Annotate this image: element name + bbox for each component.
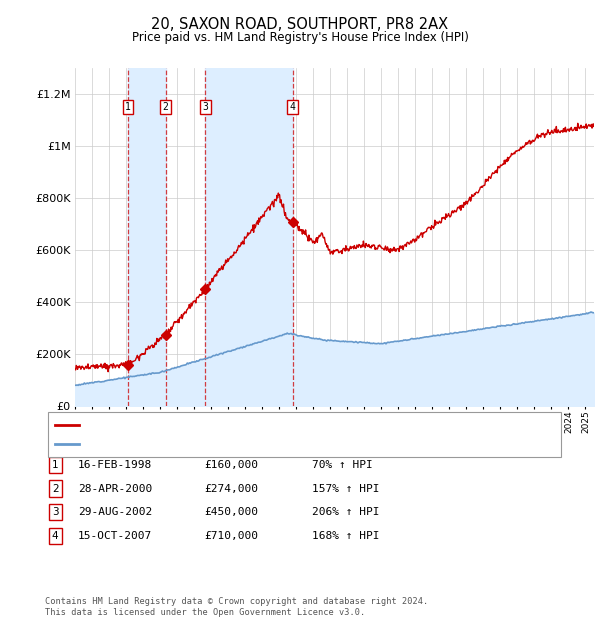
Text: £160,000: £160,000 bbox=[204, 460, 258, 470]
Text: 2: 2 bbox=[163, 102, 169, 112]
Text: £710,000: £710,000 bbox=[204, 531, 258, 541]
Bar bbox=[205, 68, 293, 406]
Text: 4: 4 bbox=[290, 102, 296, 112]
Text: 20, SAXON ROAD, SOUTHPORT, PR8 2AX (detached house): 20, SAXON ROAD, SOUTHPORT, PR8 2AX (deta… bbox=[83, 420, 401, 430]
Text: 1: 1 bbox=[125, 102, 131, 112]
Text: 3: 3 bbox=[52, 507, 59, 517]
Text: Price paid vs. HM Land Registry's House Price Index (HPI): Price paid vs. HM Land Registry's House … bbox=[131, 31, 469, 44]
Text: £450,000: £450,000 bbox=[204, 507, 258, 517]
Text: Contains HM Land Registry data © Crown copyright and database right 2024.
This d: Contains HM Land Registry data © Crown c… bbox=[45, 598, 428, 617]
Text: 1: 1 bbox=[52, 460, 59, 470]
Text: 3: 3 bbox=[202, 102, 208, 112]
Text: 157% ↑ HPI: 157% ↑ HPI bbox=[312, 484, 380, 494]
Text: 4: 4 bbox=[52, 531, 59, 541]
Text: 168% ↑ HPI: 168% ↑ HPI bbox=[312, 531, 380, 541]
Bar bbox=[128, 68, 166, 406]
Text: HPI: Average price, detached house, Sefton: HPI: Average price, detached house, Seft… bbox=[83, 440, 346, 450]
Text: 2: 2 bbox=[52, 484, 59, 494]
Text: 29-AUG-2002: 29-AUG-2002 bbox=[78, 507, 152, 517]
Text: 206% ↑ HPI: 206% ↑ HPI bbox=[312, 507, 380, 517]
Text: 28-APR-2000: 28-APR-2000 bbox=[78, 484, 152, 494]
Text: £274,000: £274,000 bbox=[204, 484, 258, 494]
Text: 70% ↑ HPI: 70% ↑ HPI bbox=[312, 460, 373, 470]
Text: 15-OCT-2007: 15-OCT-2007 bbox=[78, 531, 152, 541]
Text: 20, SAXON ROAD, SOUTHPORT, PR8 2AX: 20, SAXON ROAD, SOUTHPORT, PR8 2AX bbox=[151, 17, 449, 32]
Text: 16-FEB-1998: 16-FEB-1998 bbox=[78, 460, 152, 470]
